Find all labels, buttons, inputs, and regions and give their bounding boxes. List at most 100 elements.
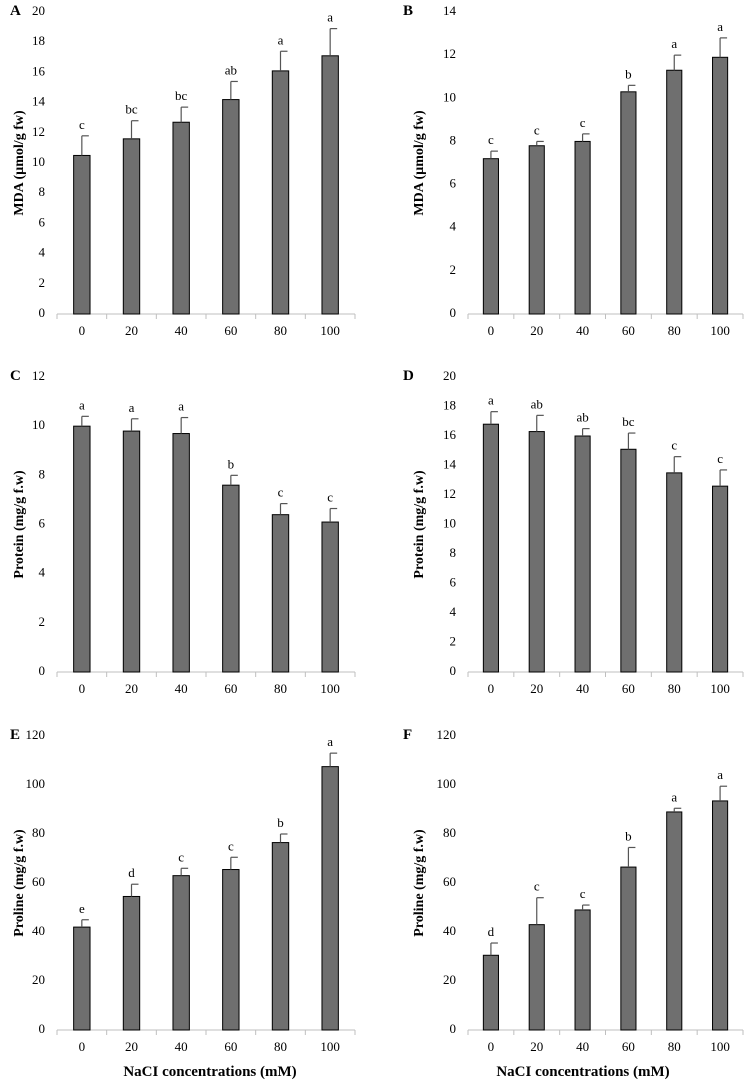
y-axis-label: Protein (mg/g f.w) xyxy=(12,470,27,579)
chart-panel-f: F Proline (mg/g f.w) 0 20 40 60 80 100 120 d 0 c 20 c… xyxy=(403,727,744,1054)
bar xyxy=(222,99,240,315)
significance-letter: ab xyxy=(531,396,543,411)
panel-letter: A xyxy=(10,3,21,19)
significance-letter: b xyxy=(625,828,632,843)
panel-letter: E xyxy=(10,727,20,743)
y-tick-label: 4 xyxy=(450,604,457,619)
significance-letter: a xyxy=(717,19,723,34)
bar xyxy=(271,842,290,1031)
significance-letter: bc xyxy=(622,414,635,429)
y-tick-label: 14 xyxy=(443,3,457,18)
bar xyxy=(482,158,499,315)
x-tick-label: 60 xyxy=(224,681,237,696)
y-tick-label: 4 xyxy=(39,245,46,260)
bar xyxy=(222,869,240,1031)
significance-letter: ab xyxy=(225,62,237,77)
y-tick-label: 12 xyxy=(32,368,45,383)
x-tick-label: 20 xyxy=(530,323,543,338)
y-tick-label: 6 xyxy=(450,176,457,191)
significance-letter: bc xyxy=(175,88,188,103)
bar xyxy=(620,91,637,315)
x-tick-label: 80 xyxy=(668,323,681,338)
significance-letter: a xyxy=(327,734,333,749)
bar xyxy=(172,875,190,1031)
bar xyxy=(73,154,91,315)
y-tick-label: 10 xyxy=(32,417,45,432)
y-tick-label: 0 xyxy=(450,663,457,678)
bar xyxy=(574,909,591,1031)
significance-letter: c xyxy=(178,849,184,864)
y-tick-label: 20 xyxy=(32,3,45,18)
x-tick-label: 100 xyxy=(710,1039,730,1054)
bar xyxy=(712,485,729,673)
y-tick-label: 20 xyxy=(443,972,456,987)
significance-letter: ab xyxy=(576,410,588,425)
x-tick-label: 80 xyxy=(668,681,681,696)
x-tick-label: 80 xyxy=(274,323,287,338)
bar xyxy=(528,145,545,315)
y-tick-label: 8 xyxy=(39,466,46,481)
significance-letter: a xyxy=(178,399,184,414)
bar xyxy=(321,766,339,1031)
bar xyxy=(528,924,545,1031)
y-tick-label: 14 xyxy=(443,456,457,471)
y-tick-label: 8 xyxy=(450,545,457,560)
x-tick-label: 80 xyxy=(274,681,287,696)
significance-letter: a xyxy=(671,36,677,51)
significance-letter: a xyxy=(488,393,494,408)
significance-letter: b xyxy=(625,66,632,81)
y-tick-label: 6 xyxy=(450,574,457,589)
significance-letter: c xyxy=(79,117,85,132)
y-tick-label: 8 xyxy=(450,132,457,147)
chart-panel-b: B MDA (µmol/g fw) 0 2 4 6 8 10 12 14 c 0 c 20 c 40 b 60 a 8… xyxy=(403,3,744,338)
bar xyxy=(666,472,683,673)
y-tick-label: 2 xyxy=(450,262,457,277)
bar xyxy=(712,56,729,315)
bar xyxy=(574,435,591,673)
y-tick-label: 120 xyxy=(26,727,46,742)
x-tick-label: 20 xyxy=(125,323,138,338)
chart-panel-e: E Proline (mg/g f.w) 0 20 40 60 80 100 120 e 0 d 20 c… xyxy=(10,727,356,1054)
bar xyxy=(528,431,545,673)
y-tick-label: 10 xyxy=(32,154,45,169)
x-tick-label: 20 xyxy=(530,681,543,696)
chart-panel-d: D Protein (mg/g f.w) 0 2 4 6 8 10 12 14 16 18 20 a 0 ab… xyxy=(403,368,744,696)
bar xyxy=(620,448,637,673)
y-tick-label: 0 xyxy=(450,305,457,320)
y-tick-label: 60 xyxy=(443,874,456,889)
y-tick-label: 2 xyxy=(39,275,46,290)
x-tick-label: 100 xyxy=(320,681,340,696)
y-tick-label: 60 xyxy=(32,874,45,889)
y-tick-label: 40 xyxy=(32,923,45,938)
significance-letter: c xyxy=(534,879,540,894)
y-tick-label: 4 xyxy=(450,219,457,234)
significance-letter: b xyxy=(228,456,235,471)
x-tick-label: 0 xyxy=(488,1039,495,1054)
bar xyxy=(321,521,339,673)
x-tick-label: 20 xyxy=(530,1039,543,1054)
bar xyxy=(172,121,190,315)
y-tick-label: 0 xyxy=(39,305,46,320)
x-tick-label: 60 xyxy=(224,323,237,338)
y-tick-label: 40 xyxy=(443,923,456,938)
y-tick-label: 0 xyxy=(39,1021,46,1036)
x-tick-label: 100 xyxy=(320,323,340,338)
significance-letter: e xyxy=(79,901,85,916)
x-tick-label: 80 xyxy=(274,1039,287,1054)
significance-letter: c xyxy=(228,838,234,853)
significance-letter: a xyxy=(79,397,85,412)
significance-letter: a xyxy=(717,767,723,782)
y-axis-label: Proline (mg/g f.w) xyxy=(12,829,27,937)
bar xyxy=(574,140,591,315)
x-tick-label: 40 xyxy=(175,1039,188,1054)
y-tick-label: 6 xyxy=(39,515,46,530)
significance-letter: bc xyxy=(125,102,138,117)
y-tick-label: 12 xyxy=(32,124,45,139)
x-tick-label: 60 xyxy=(622,323,635,338)
bar xyxy=(666,69,683,315)
chart-panel-a: A MDA (µmol/g fw) 0 2 4 6 8 10 12 14 16 18 20 c 0 bc 20 b… xyxy=(10,3,356,338)
significance-letter: c xyxy=(580,115,586,130)
bar xyxy=(172,433,190,673)
x-tick-label: 40 xyxy=(576,681,589,696)
